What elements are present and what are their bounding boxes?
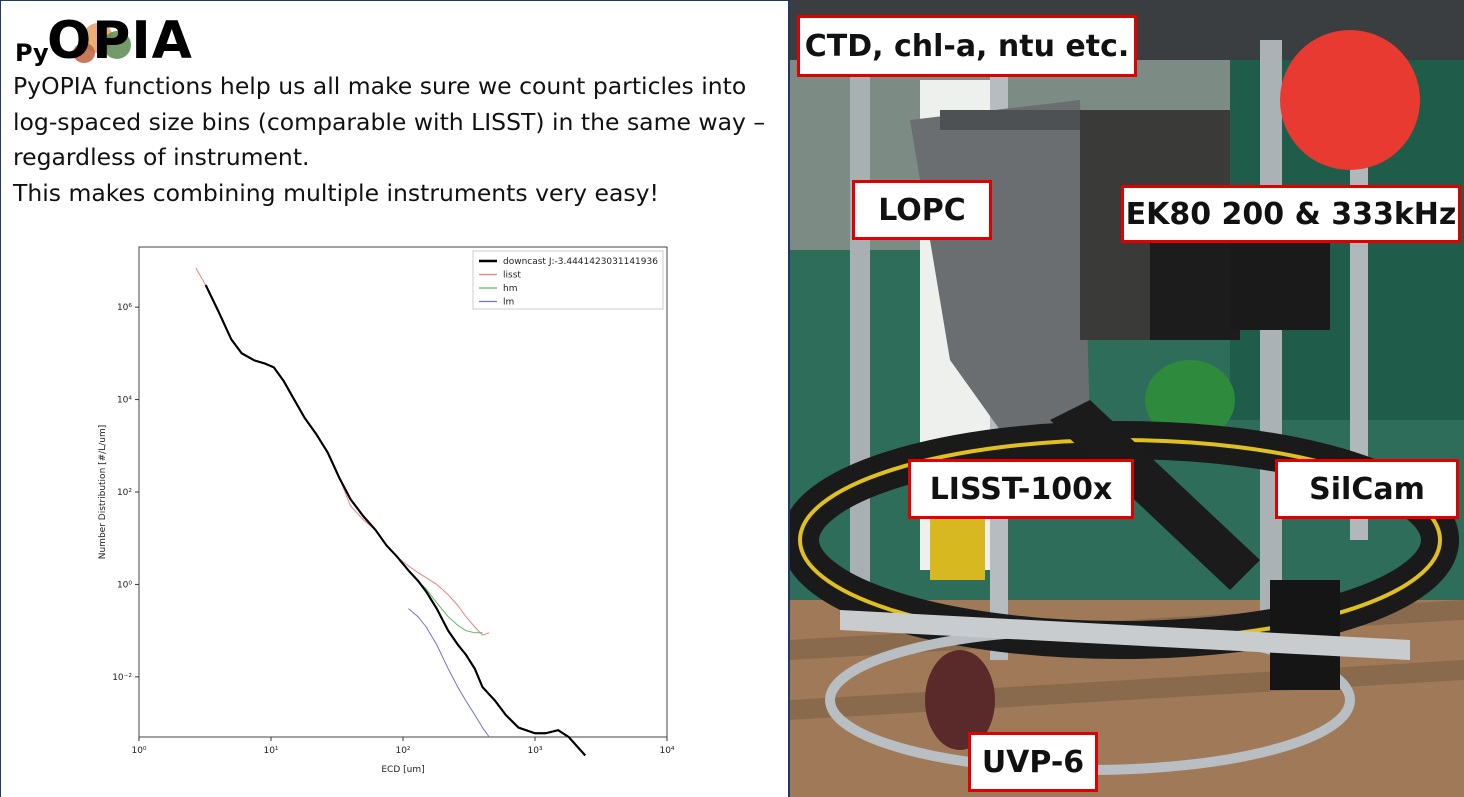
left-panel: Py OPIA PyOPIA functions help us all mak…: [0, 0, 788, 797]
logo-prefix: Py: [15, 39, 49, 67]
photo-illustration: [790, 0, 1464, 797]
size-distribution-chart: 10⁰ 10¹ 10² 10³ 10⁴ 10⁻² 10⁰ 10² 10⁴ 10⁶ downcast…: [91, 239, 691, 779]
x-tick-label: 10²: [395, 746, 410, 756]
label-lopc: LOPC: [852, 180, 992, 240]
panel-divider: [788, 0, 790, 797]
chart-svg: 10⁰ 10¹ 10² 10³ 10⁴ 10⁻² 10⁰ 10² 10⁴ 10⁶ downcast…: [98, 246, 675, 775]
instrument-frame-photo: [790, 0, 1464, 797]
x-tick-label: 10⁰: [131, 746, 146, 756]
intro-text: PyOPIA functions help us all make sure w…: [13, 69, 783, 211]
label-lisst: LISST-100x: [908, 459, 1134, 519]
label-ek80: EK80 200 & 333kHz: [1121, 185, 1461, 243]
plot-area: [138, 246, 668, 738]
intro-line: log-spaced size bins (comparable with LI…: [13, 107, 766, 136]
pyopia-logo: Py OPIA: [13, 11, 192, 73]
y-tick-label: 10⁰: [117, 580, 132, 590]
legend-entry: hm: [503, 284, 517, 294]
intro-line: PyOPIA functions help us all make sure w…: [13, 72, 747, 100]
legend-entry: downcast J:-3.4441423031141936: [503, 257, 658, 267]
label-silcam: SilCam: [1275, 459, 1459, 519]
label-uvp: UVP-6: [968, 732, 1098, 792]
x-tick-label: 10⁴: [659, 746, 674, 756]
label-ctd: CTD, chl-a, ntu etc.: [797, 15, 1137, 77]
legend-box: [472, 250, 664, 310]
x-tick-label: 10¹: [263, 746, 278, 756]
y-tick-label: 10⁻²: [112, 673, 132, 683]
x-axis-label: ECD [um]: [381, 765, 424, 775]
legend-entry: lisst: [503, 271, 521, 281]
y-axis-label: Number Distribution [#/L/um]: [98, 425, 108, 560]
y-tick-label: 10⁶: [117, 303, 132, 313]
logo-name: OPIA: [47, 11, 193, 71]
intro-line: regardless of instrument.: [13, 143, 310, 171]
x-tick-label: 10³: [527, 746, 542, 756]
legend-entry: lm: [503, 298, 514, 308]
y-tick-label: 10²: [117, 488, 132, 498]
intro-line: This makes combining multiple instrument…: [13, 178, 659, 207]
series-line-lm: [408, 608, 490, 738]
series-line-downcast-front: [204, 284, 586, 757]
y-tick-label: 10⁴: [117, 396, 132, 406]
